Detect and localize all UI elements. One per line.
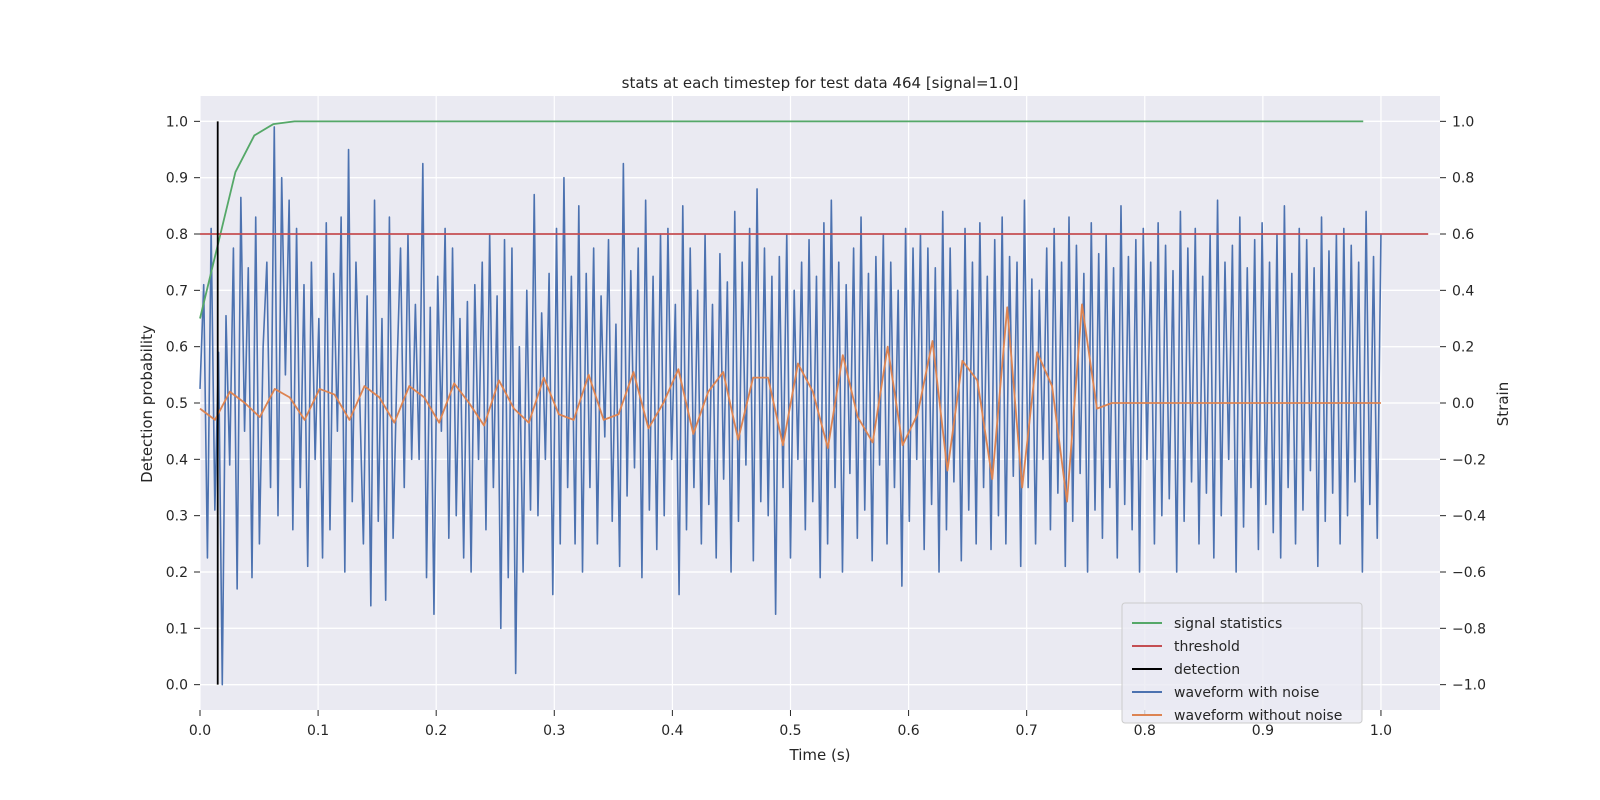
y-tick-label-right: −0.2	[1452, 452, 1486, 468]
legend-label-detection: detection	[1174, 662, 1240, 678]
x-tick-label: 0.7	[1016, 723, 1038, 739]
y-tick-label-right: 0.2	[1452, 340, 1474, 356]
y-tick-label-right: 0.0	[1452, 396, 1474, 412]
x-tick-label: 0.6	[897, 723, 919, 739]
x-tick-label: 0.5	[779, 723, 801, 739]
x-tick-label: 0.1	[307, 723, 329, 739]
legend-label-signal-statistics: signal statistics	[1174, 616, 1282, 632]
y-tick-label-left: 1.0	[166, 114, 188, 130]
legend-label-waveform-with-noise: waveform with noise	[1174, 685, 1319, 701]
series-waveform-with-noise	[199, 126, 1382, 686]
series-layer	[199, 120, 1429, 686]
y-tick-label-right: −1.0	[1452, 678, 1486, 694]
series-waveform-without-noise	[199, 303, 1381, 503]
x-tick-label: 0.8	[1134, 723, 1156, 739]
y-tick-label-left: 0.0	[166, 678, 188, 694]
y-tick-label-left: 0.6	[166, 340, 188, 356]
y-tick-label-left: 0.1	[166, 621, 188, 637]
y-tick-label-right: −0.6	[1452, 565, 1486, 581]
legend-box	[1121, 602, 1363, 724]
y-tick-label-left: 0.3	[166, 509, 188, 525]
x-tick-label: 0.3	[543, 723, 565, 739]
legend-label-threshold: threshold	[1174, 639, 1240, 655]
x-tick-label: 0.2	[425, 723, 447, 739]
chart-title: stats at each timestep for test data 464…	[622, 74, 1019, 92]
x-axis: 0.0 0.1 0.2 0.3 0.4 0.5 0.6 0.7 0.8 0.9 1.0	[189, 710, 1392, 739]
y-tick-label-left: 0.2	[166, 565, 188, 581]
y-tick-label-right: −0.8	[1452, 621, 1486, 637]
right-y-axis: −1.0 −0.8 −0.6 −0.4 −0.2 0.0 0.2 0.4 0.6 0.8 1.0	[1440, 114, 1486, 694]
series-signal-statistics	[199, 120, 1364, 319]
y-tick-label-left: 0.5	[166, 396, 188, 412]
legend-label-waveform-without-noise: waveform without noise	[1174, 708, 1342, 724]
x-tick-label: 0.4	[661, 723, 683, 739]
legend: signal statistics threshold detection wavef…	[1121, 602, 1363, 724]
y-tick-label-right: 0.6	[1452, 227, 1474, 243]
y-tick-label-left: 0.4	[166, 452, 188, 468]
y-tick-label-right: −0.4	[1452, 509, 1486, 525]
y-tick-label-left: 0.9	[166, 171, 188, 187]
left-y-axis: 0.0 0.1 0.2 0.3 0.4 0.5 0.6 0.7 0.8 0.9 1.0	[166, 114, 200, 694]
x-tick-label: 0.0	[189, 723, 211, 739]
y-tick-label-left: 0.8	[166, 227, 188, 243]
x-axis-label: Time (s)	[789, 746, 851, 764]
y-tick-label-right: 0.8	[1452, 171, 1474, 187]
y-tick-label-right: 0.4	[1452, 283, 1474, 299]
y-tick-label-right: 1.0	[1452, 114, 1474, 130]
left-y-axis-label: Detection probability	[138, 325, 156, 483]
y-tick-label-left: 0.7	[166, 283, 188, 299]
x-tick-label: 0.9	[1252, 723, 1274, 739]
right-y-axis-label: Strain	[1494, 382, 1512, 426]
x-tick-label: 1.0	[1370, 723, 1392, 739]
